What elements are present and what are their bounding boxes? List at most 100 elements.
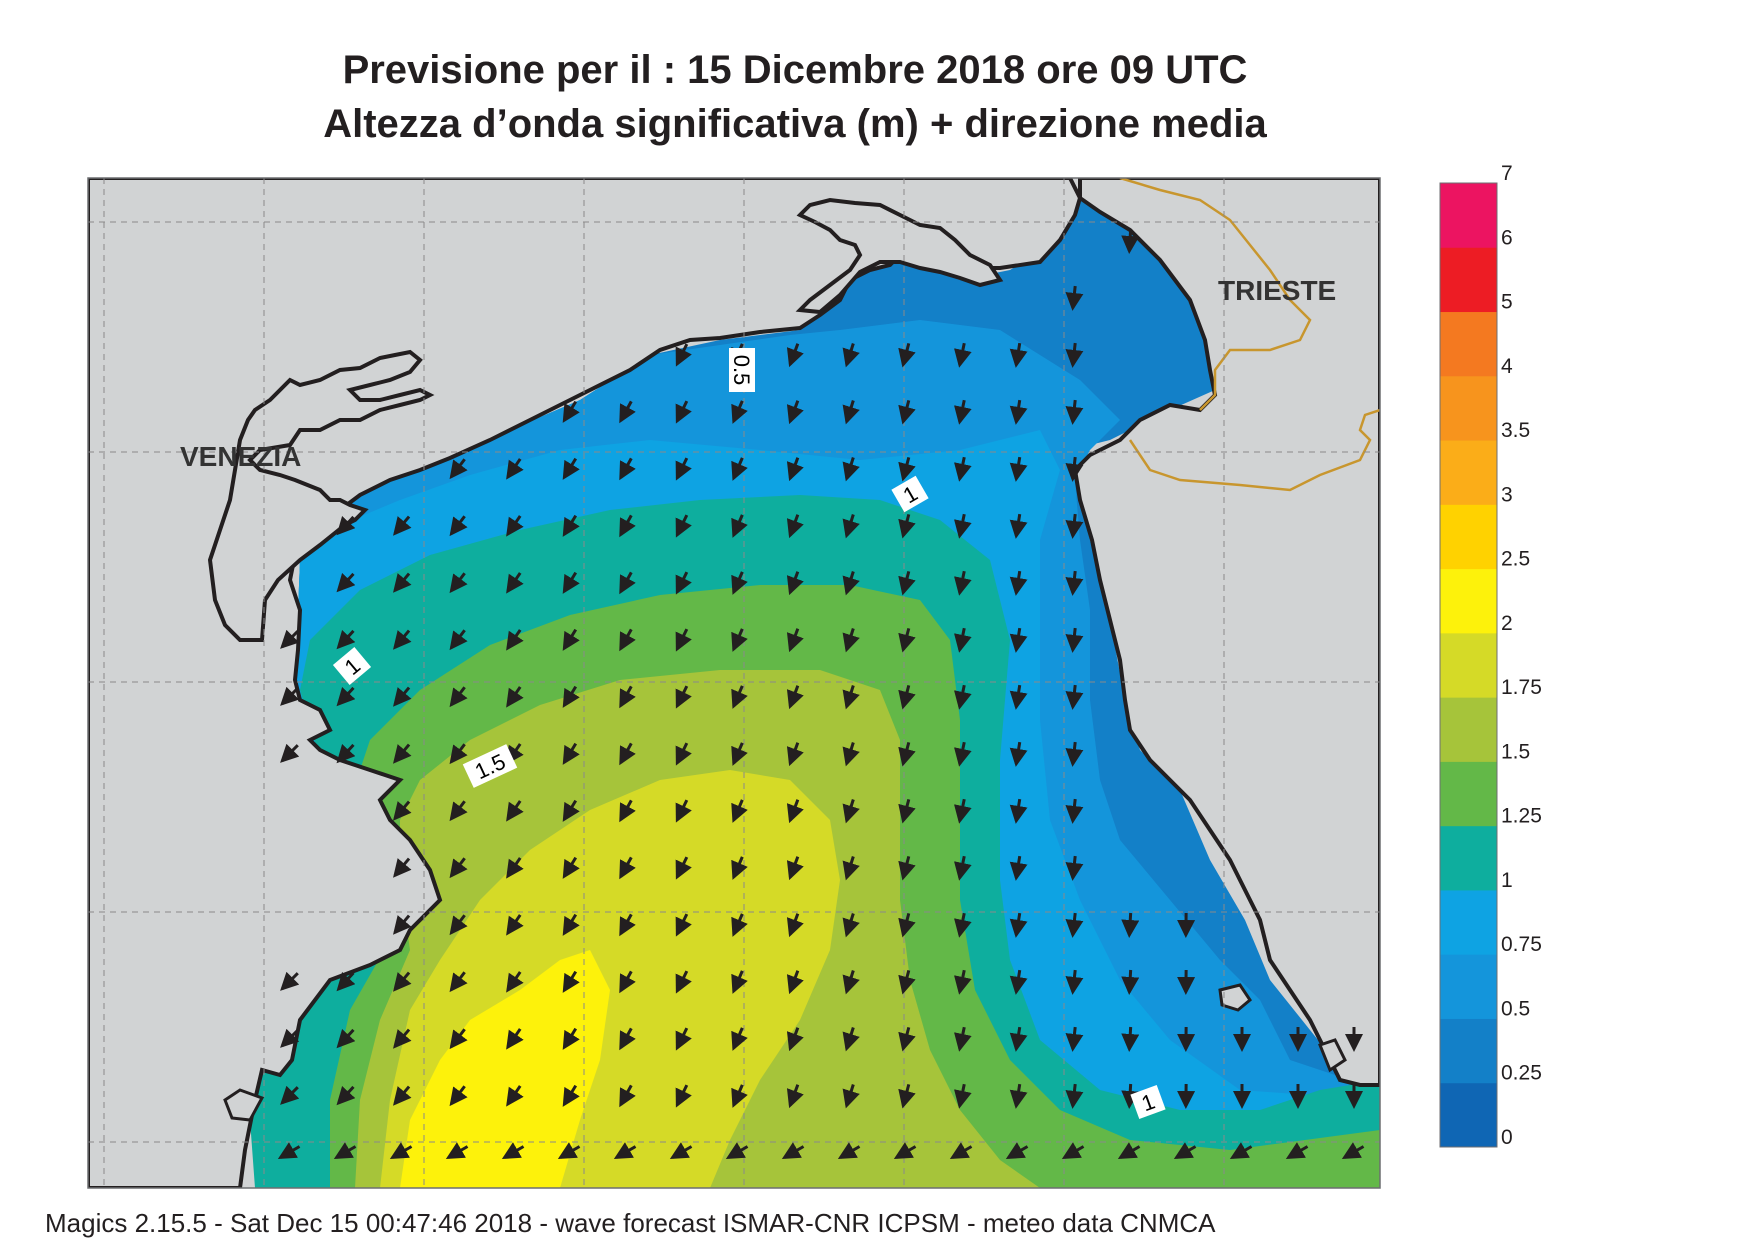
direction-arrow (562, 1084, 580, 1107)
direction-arrow (675, 856, 692, 880)
direction-arrow (675, 685, 692, 709)
direction-arrow (731, 571, 748, 595)
contour-label: 0.5 (729, 355, 754, 386)
direction-arrow (449, 572, 468, 594)
direction-arrow (954, 1083, 972, 1109)
direction-arrow (675, 628, 692, 652)
contour-band-2 (400, 950, 610, 1188)
direction-arrow (786, 628, 804, 653)
direction-arrow (731, 1084, 748, 1108)
direction-arrow (449, 971, 468, 993)
direction-arrow (393, 857, 412, 878)
direction-arrow (898, 570, 916, 596)
colorbar-swatch (1440, 183, 1497, 248)
direction-arrow (506, 458, 524, 480)
direction-arrow (449, 458, 468, 480)
direction-arrow (562, 856, 580, 879)
direction-arrow (731, 913, 748, 937)
colorbar-label: 5 (1501, 291, 1513, 314)
direction-arrow (1065, 741, 1084, 767)
direction-arrow (898, 627, 916, 653)
direction-arrow (1065, 627, 1084, 653)
direction-arrow (1065, 1026, 1084, 1052)
po-delta (223, 1088, 265, 1122)
direction-arrow (449, 857, 468, 879)
colorbar: 0 0.25 0.5 0.75 1 1.25 1.5 1.75 2 2.5 3 3.5 4 5 6 7 (1439, 162, 1542, 1149)
direction-arrow (954, 969, 972, 995)
direction-arrow (393, 686, 412, 707)
direction-arrow (280, 971, 300, 991)
direction-arrow (954, 684, 972, 710)
direction-arrow (954, 513, 972, 539)
graticule (88, 178, 1380, 1188)
direction-arrow (333, 1142, 357, 1160)
direction-arrow (842, 799, 860, 824)
direction-arrow (1065, 855, 1084, 881)
direction-arrow (619, 400, 636, 424)
direction-arrow (1121, 969, 1140, 995)
direction-arrow (336, 629, 356, 650)
direction-arrow (675, 343, 692, 367)
colorbar-swatch (1440, 568, 1497, 634)
direction-arrow (1009, 513, 1028, 539)
direction-arrow (898, 342, 916, 368)
direction-arrow (842, 970, 860, 995)
direction-arrow (898, 399, 916, 425)
colorbar-label: 1 (1501, 869, 1513, 892)
direction-arrow (842, 343, 860, 368)
direction-arrow (280, 1028, 300, 1048)
direction-arrow (1065, 912, 1084, 938)
direction-arrow (954, 627, 972, 653)
direction-arrow (1009, 969, 1028, 995)
direction-arrow (954, 741, 972, 767)
direction-arrow (619, 571, 636, 595)
colorbar-swatch (1440, 375, 1497, 441)
colorbar-label: 2 (1501, 612, 1513, 635)
colorbar-label: 6 (1501, 226, 1513, 249)
direction-arrow (562, 685, 580, 708)
direction-arrow (675, 457, 692, 481)
direction-arrow (506, 1028, 524, 1050)
direction-arrow (280, 1085, 300, 1105)
island (1318, 1038, 1347, 1073)
direction-arrow (731, 628, 748, 652)
direction-arrow (1341, 1142, 1365, 1160)
direction-arrow (731, 856, 748, 880)
direction-arrow (1009, 399, 1028, 425)
direction-arrow (449, 629, 468, 651)
direction-arrow (393, 971, 412, 992)
direction-arrow (954, 570, 972, 596)
direction-arrow (1009, 342, 1028, 368)
direction-arrow (506, 800, 524, 822)
direction-arrow (449, 1028, 468, 1050)
direction-arrow (669, 1142, 693, 1159)
direction-arrow (842, 628, 860, 653)
direction-arrow (675, 1084, 692, 1108)
direction-arrow (1065, 798, 1084, 824)
direction-arrow (786, 970, 804, 995)
direction-arrow (786, 913, 804, 938)
direction-arrow (898, 684, 916, 710)
direction-arrow (449, 686, 468, 708)
colorbar-swatch (1440, 954, 1497, 1019)
direction-arrow (954, 855, 972, 881)
direction-arrow (1117, 1142, 1141, 1160)
colorbar-label: 0.75 (1501, 933, 1542, 956)
direction-arrow (725, 1142, 749, 1159)
direction-arrow (506, 629, 524, 651)
direction-arrow (675, 514, 692, 538)
direction-arrow (1065, 684, 1084, 710)
direction-arrow (842, 571, 860, 596)
venice-lagoon (207, 349, 435, 642)
direction-arrow (1009, 798, 1028, 824)
direction-arrow (731, 457, 748, 481)
direction-arrow (675, 400, 692, 424)
direction-arrow (837, 1142, 861, 1159)
direction-arrow (1065, 456, 1084, 482)
direction-arrow (562, 571, 580, 594)
direction-arrow (1009, 912, 1028, 938)
direction-arrow (1121, 1026, 1140, 1052)
direction-arrow (786, 457, 804, 482)
direction-arrow (506, 971, 524, 993)
colorbar-swatch (1440, 1018, 1497, 1084)
